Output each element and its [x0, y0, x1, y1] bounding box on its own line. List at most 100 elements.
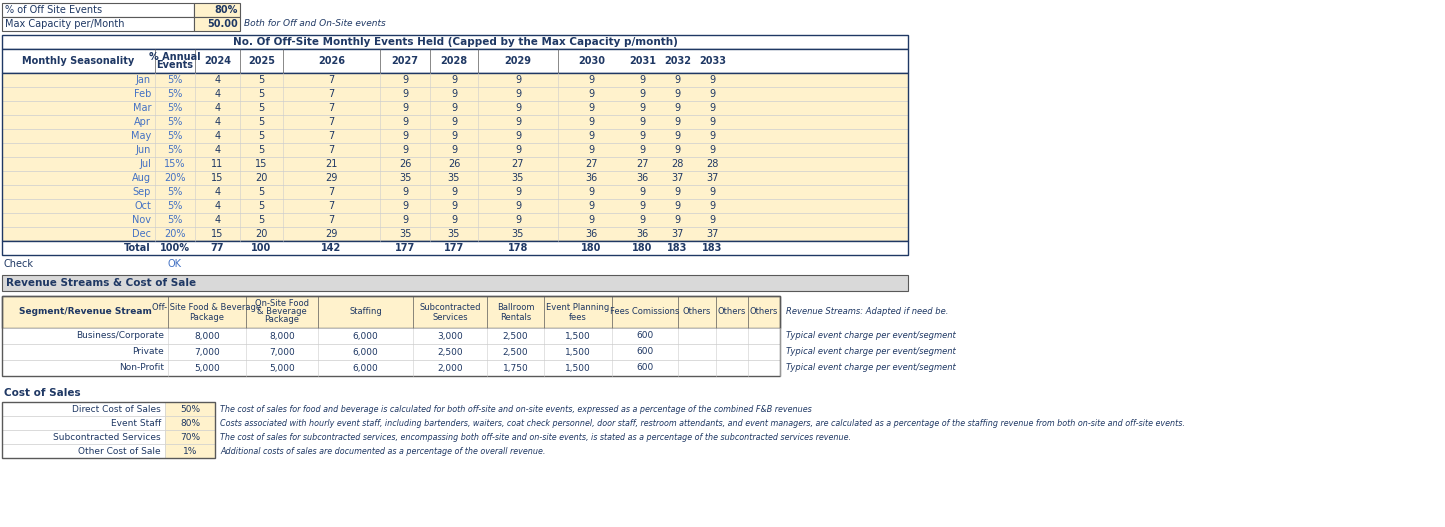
Text: 9: 9: [402, 89, 407, 99]
Text: 5: 5: [259, 215, 264, 225]
Bar: [1, 296, 780, 376]
Text: 9: 9: [675, 187, 681, 197]
Text: Jan: Jan: [136, 75, 150, 85]
Text: 28: 28: [707, 159, 718, 169]
Text: 9: 9: [709, 215, 715, 225]
Text: Revenue Streams & Cost of Sale: Revenue Streams & Cost of Sale: [6, 278, 197, 288]
Text: 37: 37: [707, 229, 718, 239]
Text: Typical event charge per event/segment: Typical event charge per event/segment: [786, 347, 955, 356]
Text: 4: 4: [214, 131, 221, 141]
Text: & Beverage: & Beverage: [257, 307, 306, 317]
Text: Staffing: Staffing: [350, 307, 381, 317]
Text: Apr: Apr: [134, 117, 150, 127]
Text: 36: 36: [636, 173, 649, 183]
Bar: [194, 3, 240, 17]
Text: 26: 26: [399, 159, 412, 169]
Text: Additional costs of sales are documented as a percentage of the overall revenue.: Additional costs of sales are documented…: [220, 446, 545, 455]
Text: 37: 37: [672, 229, 683, 239]
Text: 7: 7: [328, 89, 335, 99]
Text: 6,000: 6,000: [353, 331, 379, 340]
Text: 27: 27: [512, 159, 525, 169]
Text: 600: 600: [636, 331, 653, 340]
Text: 9: 9: [675, 89, 681, 99]
Text: Services: Services: [432, 313, 468, 321]
Text: Other Cost of Sale: Other Cost of Sale: [78, 446, 160, 455]
Text: 9: 9: [451, 187, 457, 197]
Text: On-Site Food: On-Site Food: [254, 299, 309, 308]
Text: fees: fees: [569, 313, 587, 321]
Text: Direct Cost of Sales: Direct Cost of Sales: [72, 405, 160, 414]
Text: 9: 9: [588, 89, 594, 99]
Text: 2,500: 2,500: [503, 347, 529, 356]
Text: 9: 9: [675, 145, 681, 155]
Text: 9: 9: [402, 75, 407, 85]
Text: 4: 4: [214, 89, 221, 99]
Text: 4: 4: [214, 145, 221, 155]
Text: 9: 9: [402, 215, 407, 225]
Text: 5%: 5%: [168, 145, 182, 155]
Bar: [1, 115, 907, 129]
Text: 9: 9: [709, 131, 715, 141]
Text: 5%: 5%: [168, 187, 182, 197]
Text: 9: 9: [640, 75, 646, 85]
Text: 9: 9: [514, 215, 522, 225]
Text: Cost of Sales: Cost of Sales: [4, 388, 81, 398]
Bar: [1, 296, 780, 328]
Text: Monthly Seasonality: Monthly Seasonality: [22, 56, 134, 66]
Bar: [194, 17, 240, 31]
Bar: [1, 87, 907, 101]
Text: 36: 36: [636, 229, 649, 239]
Text: Others: Others: [750, 307, 779, 317]
Text: 5%: 5%: [168, 75, 182, 85]
Text: 7,000: 7,000: [269, 347, 295, 356]
Text: 80%: 80%: [181, 418, 199, 427]
Text: Rentals: Rentals: [500, 313, 532, 321]
Text: % of Off Site Events: % of Off Site Events: [4, 5, 103, 15]
Text: 100%: 100%: [160, 243, 189, 253]
Text: 2024: 2024: [204, 56, 231, 66]
Text: 35: 35: [512, 173, 525, 183]
Text: Segment/Revenue Stream: Segment/Revenue Stream: [19, 307, 152, 317]
Text: 5: 5: [259, 187, 264, 197]
Text: 7: 7: [328, 75, 335, 85]
Text: 9: 9: [588, 201, 594, 211]
Text: Both for Off and On-Site events: Both for Off and On-Site events: [244, 19, 386, 28]
Text: Oct: Oct: [134, 201, 150, 211]
Text: Package: Package: [264, 316, 299, 325]
Text: 9: 9: [514, 117, 522, 127]
Text: 27: 27: [636, 159, 649, 169]
Bar: [1, 129, 907, 143]
Text: 70%: 70%: [181, 433, 199, 442]
Text: Revenue Streams: Adapted if need be.: Revenue Streams: Adapted if need be.: [786, 307, 948, 317]
Text: % Annual: % Annual: [149, 52, 201, 62]
Text: 9: 9: [514, 201, 522, 211]
Text: 9: 9: [402, 131, 407, 141]
Text: No. Of Off-Site Monthly Events Held (Capped by the Max Capacity p/month): No. Of Off-Site Monthly Events Held (Cap…: [233, 37, 678, 47]
Bar: [1, 73, 907, 241]
Text: 9: 9: [451, 103, 457, 113]
Bar: [165, 402, 215, 416]
Text: Subcontracted Services: Subcontracted Services: [53, 433, 160, 442]
Text: 3,000: 3,000: [438, 331, 462, 340]
Text: 9: 9: [675, 131, 681, 141]
Text: 9: 9: [514, 145, 522, 155]
Text: 9: 9: [402, 103, 407, 113]
Text: 26: 26: [448, 159, 460, 169]
Bar: [1, 360, 780, 376]
Text: 9: 9: [640, 131, 646, 141]
Text: 27: 27: [585, 159, 598, 169]
Text: 9: 9: [451, 117, 457, 127]
Bar: [165, 430, 215, 444]
Text: May: May: [130, 131, 150, 141]
Text: Private: Private: [133, 347, 163, 356]
Text: 9: 9: [640, 103, 646, 113]
Text: Package: Package: [189, 313, 224, 321]
Text: 9: 9: [640, 187, 646, 197]
Bar: [1, 157, 907, 171]
Text: 20: 20: [256, 229, 267, 239]
Text: 600: 600: [636, 364, 653, 373]
Text: 9: 9: [640, 89, 646, 99]
Text: 180: 180: [581, 243, 601, 253]
Text: 77: 77: [211, 243, 224, 253]
Text: Subcontracted: Subcontracted: [419, 302, 481, 311]
